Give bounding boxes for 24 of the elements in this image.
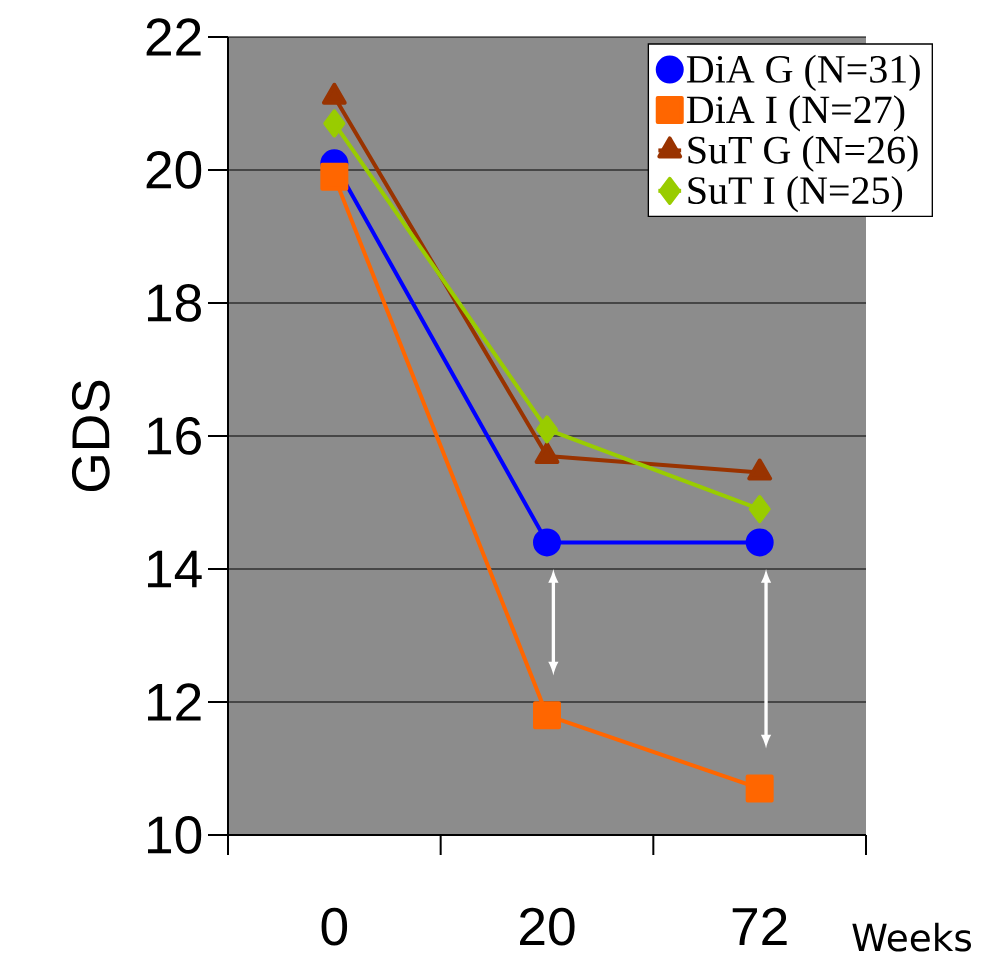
y-tick-label: 14	[148, 550, 202, 588]
point	[533, 701, 561, 730]
y-tick-label: 22	[146, 18, 201, 56]
legend-label: SuT I (N=25)	[688, 175, 903, 213]
legend-label: DiA I (N=27)	[686, 95, 905, 132]
point	[748, 495, 771, 524]
y-axis-title: GDS	[71, 380, 110, 492]
point	[745, 528, 774, 557]
x-tick-label: 72	[732, 907, 787, 945]
y-tick-label: 16	[148, 417, 201, 455]
point	[323, 109, 346, 138]
y-tick-label: 10	[148, 816, 202, 854]
y-tick-label: 18	[148, 284, 201, 322]
point	[536, 415, 558, 444]
legend-label: DiA G (N=31)	[686, 54, 920, 91]
legend-label: SuT G (N=26)	[688, 135, 918, 172]
point	[745, 774, 774, 803]
point	[320, 162, 349, 191]
x-tick-label: 0	[321, 907, 348, 946]
y-tick-label: 12	[148, 683, 201, 721]
x-axis-title: Weeks	[852, 922, 971, 952]
point	[533, 528, 561, 557]
x-tick-label: 20	[520, 907, 575, 946]
y-tick-label: 20	[146, 151, 202, 189]
